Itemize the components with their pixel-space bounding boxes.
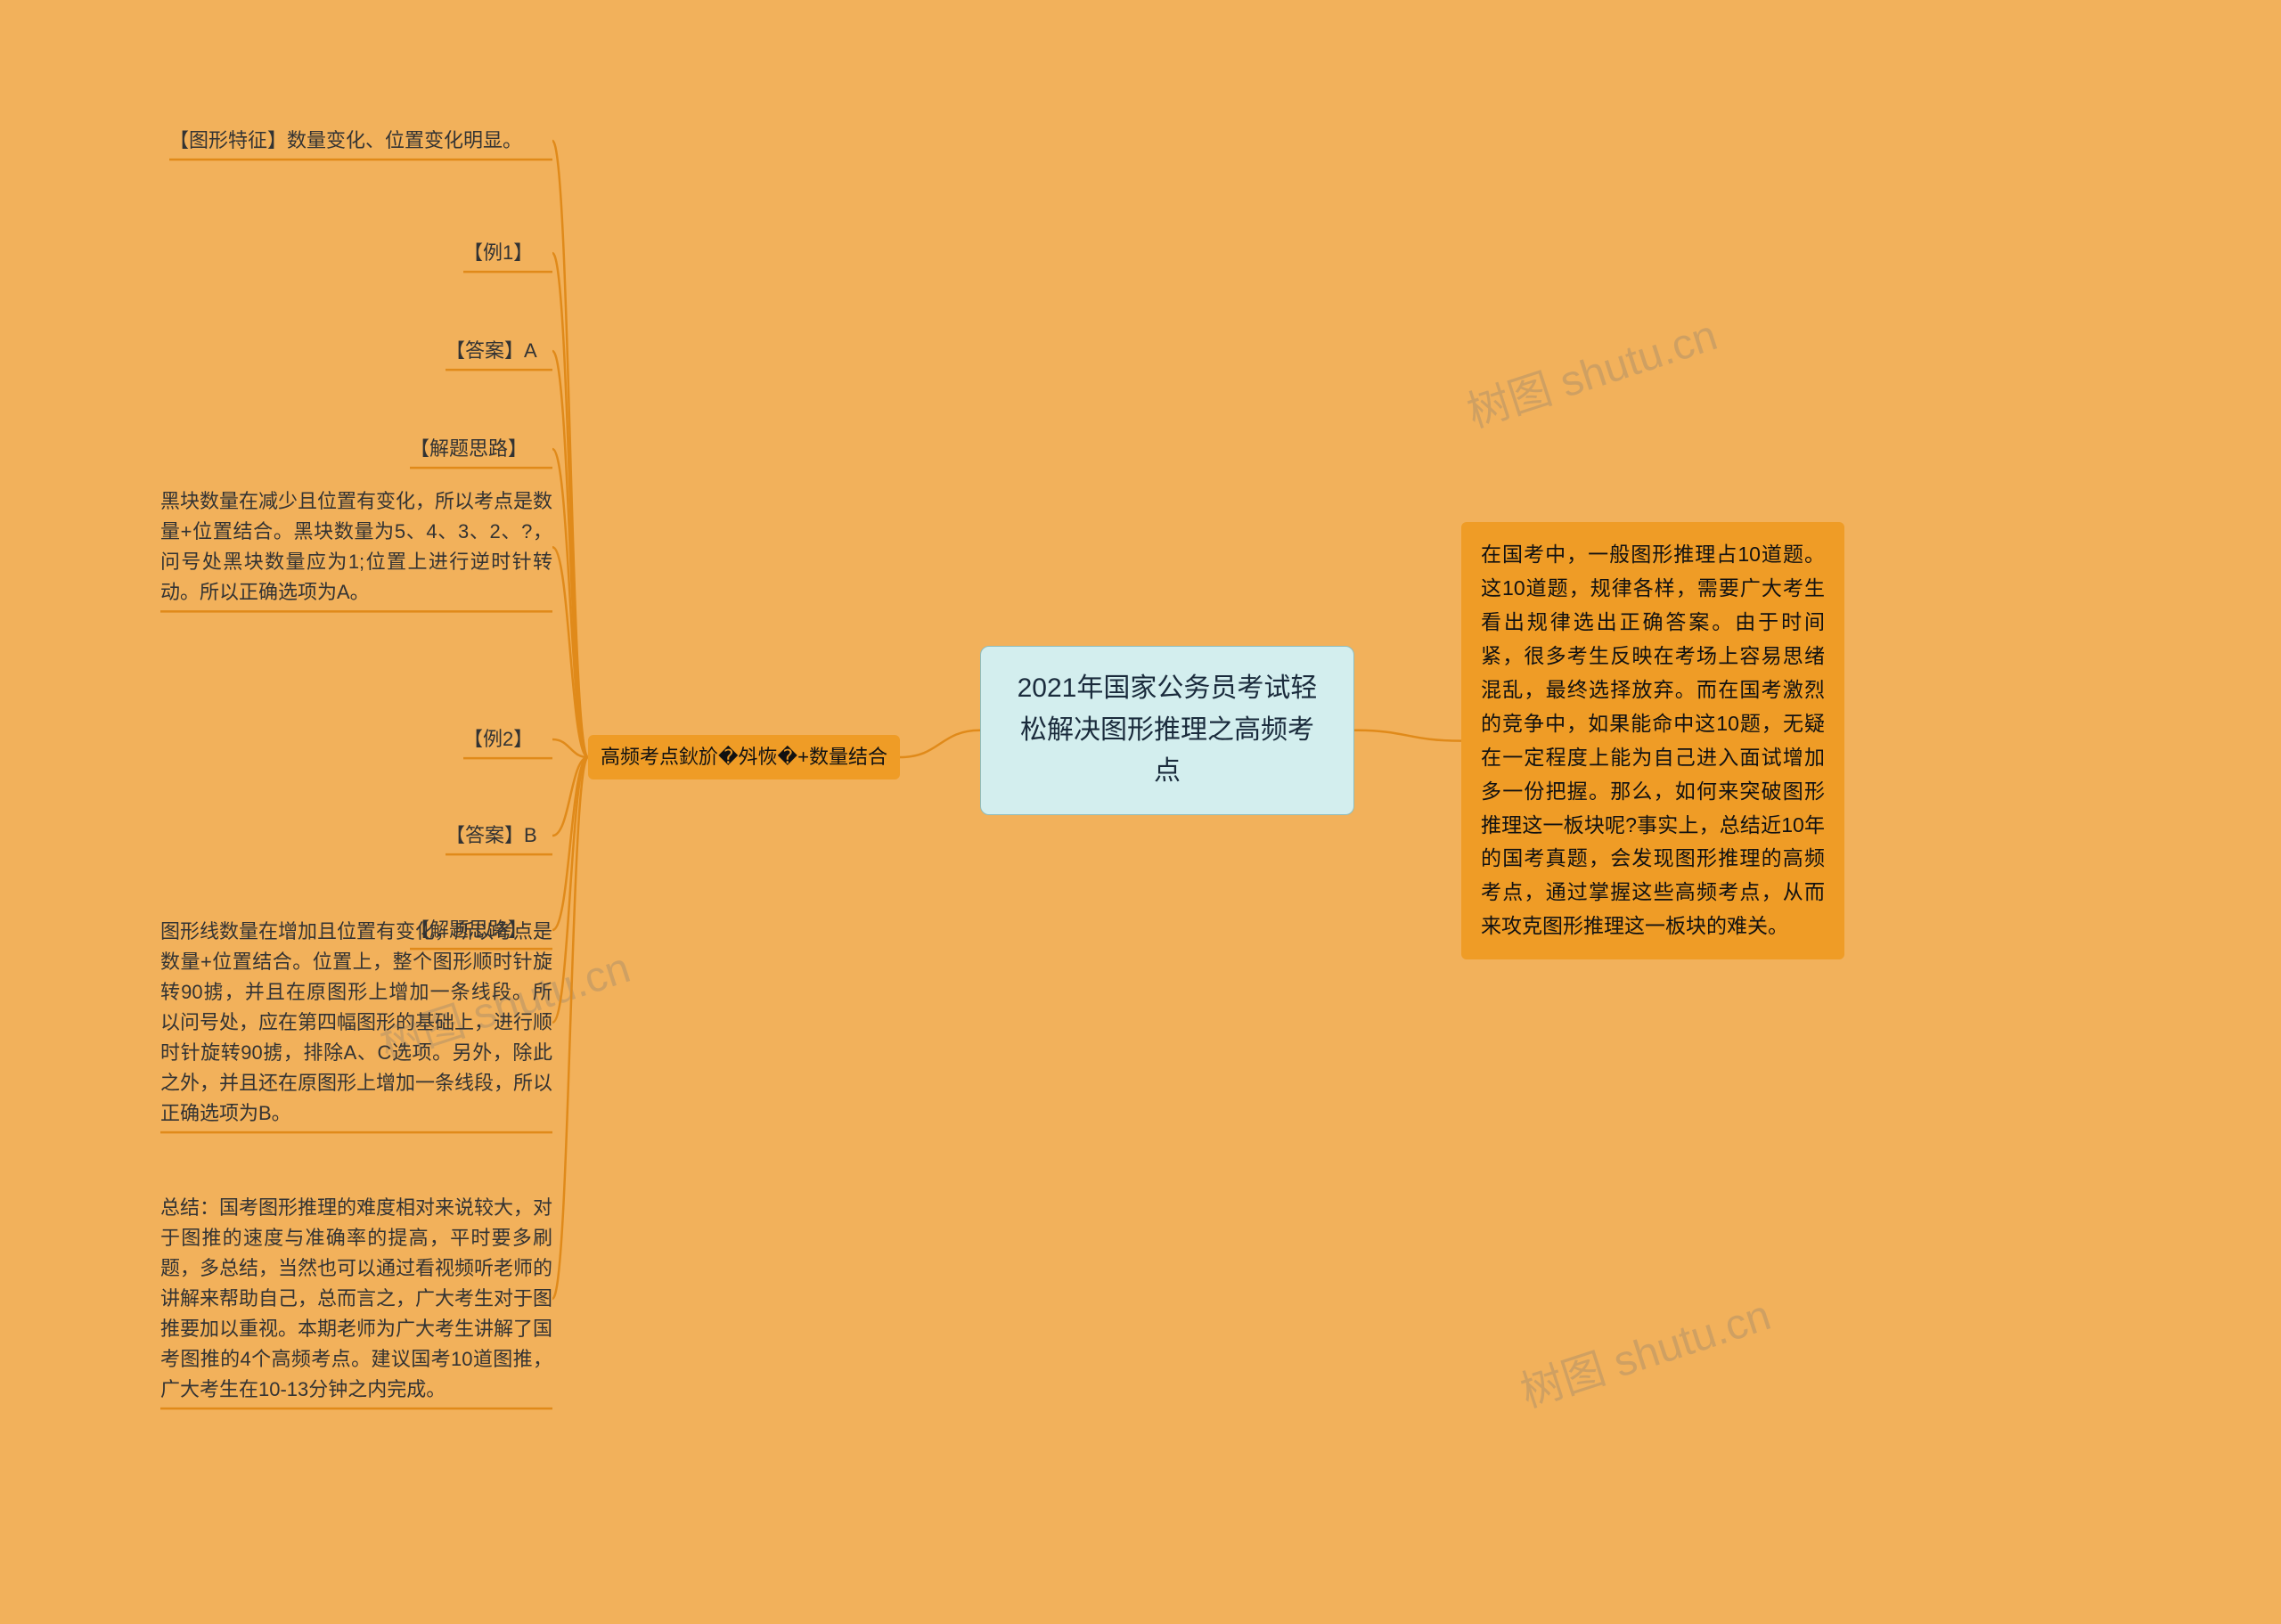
leaf-example2: 【例2】 [463, 721, 552, 758]
sub-topic: 高频考点鈥斺�斘恢�+数量结合 [588, 735, 900, 779]
leaf-summary: 总结：国考图形推理的难度相对来说较大，对于图推的速度与准确率的提高，平时要多刷题… [160, 1189, 552, 1409]
watermark: 树图 shutu.cn [1511, 1280, 1777, 1419]
center-node: 2021年国家公务员考试轻松解决图形推理之高频考点 [980, 646, 1354, 815]
intro-text: 在国考中，一般图形推理占10道题。这10道题，规律各样，需要广大考生看出规律选出… [1461, 522, 1844, 959]
watermark: 树图 shutu.cn [1458, 300, 1723, 439]
leaf-example1: 【例1】 [463, 234, 552, 272]
leaf-solution1: 【解题思路】 [410, 430, 552, 468]
leaf-explain2: 图形线数量在增加且位置有变化，所以考点是数量+位置结合。位置上，整个图形顺时针旋… [160, 913, 552, 1133]
leaf-answer-b: 【答案】B [446, 817, 552, 854]
leaf-explain1: 黑块数量在减少且位置有变化，所以考点是数量+位置结合。黑块数量为5、4、3、2、… [160, 483, 552, 611]
leaf-feature: 【图形特征】数量变化、位置变化明显。 [169, 122, 552, 159]
leaf-answer-a: 【答案】A [446, 332, 552, 370]
